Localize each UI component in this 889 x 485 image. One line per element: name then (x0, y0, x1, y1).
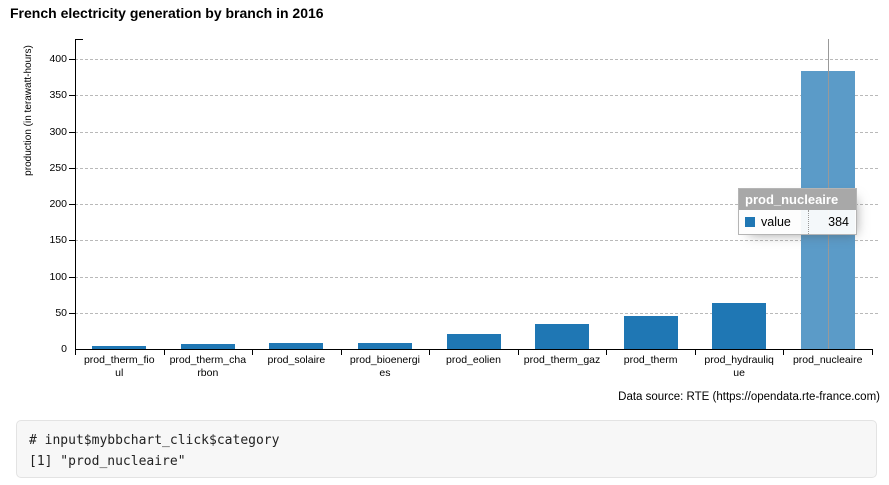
bar-chart: production (in terawatt-hours) 0 50 100 150… (23, 39, 880, 403)
x-tick-label-line: prod_therm_fio (83, 354, 155, 366)
x-axis-tick (517, 349, 519, 355)
x-tick-label: prod_bioenergi es (341, 354, 430, 379)
x-tick-label: prod_therm_gaz (518, 354, 607, 367)
y-tick-label: 50 (55, 306, 67, 319)
x-axis-tick (872, 349, 873, 355)
x-tick-label-line: rbon (197, 366, 219, 379)
y-axis-tick (69, 95, 75, 97)
bar-prod_therm_fioul[interactable] (92, 346, 147, 349)
y-axis-tick (69, 131, 75, 133)
x-axis-tick (606, 349, 608, 355)
y-gridline (75, 312, 878, 314)
y-axis-line (75, 39, 76, 349)
page-title: French electricity generation by branch … (10, 5, 324, 21)
bar-prod_eolien[interactable] (446, 333, 501, 349)
bar-prod_hydraulique[interactable] (712, 302, 767, 349)
console-line-comment: # input$mybbchart_click$category (29, 433, 280, 448)
bar-prod_solaire[interactable] (269, 343, 324, 349)
x-axis-tick (75, 349, 76, 355)
tooltip-row: value 384 (739, 210, 856, 234)
y-tick-label: 100 (49, 270, 67, 283)
x-axis-tick (163, 349, 165, 355)
data-source-caption: Data source: RTE (https://opendata.rte-f… (618, 391, 880, 403)
y-gridline (75, 131, 878, 133)
y-axis-tick (69, 204, 75, 206)
bar-prod_therm[interactable] (623, 315, 678, 349)
y-axis-tick (69, 167, 75, 169)
y-gridline (75, 95, 878, 97)
x-tick-label-line: ul (115, 366, 124, 379)
x-tick-label-line: prod_bioenergi (349, 354, 420, 366)
x-axis-tick (429, 349, 431, 355)
x-tick-label: prod_solaire (252, 354, 341, 367)
series-swatch-icon (745, 217, 755, 227)
x-axis-tick (252, 349, 254, 355)
y-axis-tick (69, 240, 75, 242)
tooltip-title: prod_nucleaire (739, 189, 856, 210)
bar-prod_therm_charbon[interactable] (180, 343, 235, 349)
x-tick-label: prod_therm (606, 354, 695, 367)
x-tick-label-line: prod_nucleaire (792, 354, 863, 366)
y-axis-tick (69, 59, 75, 61)
y-gridline (75, 240, 878, 242)
x-tick-label-line: prod_hydrauliq (704, 354, 774, 366)
y-axis-cap (75, 39, 83, 40)
x-tick-label-line: es (379, 366, 391, 379)
y-axis-tick (69, 312, 75, 314)
y-tick-label: 0 (61, 343, 67, 355)
console-output-panel: # input$mybbchart_click$category [1] "pr… (16, 420, 877, 478)
x-tick-label-line: prod_solaire (267, 354, 326, 366)
y-gridline (75, 59, 878, 61)
x-tick-label: prod_eolien (429, 354, 518, 367)
x-tick-label-line: prod_eolien (446, 354, 501, 366)
x-tick-label-line: prod_therm (623, 354, 678, 366)
x-tick-label: prod_therm_fio ul (75, 354, 164, 379)
x-tick-label-line: prod_therm_cha (169, 354, 247, 366)
x-tick-label: prod_nucleaire (783, 354, 872, 367)
bar-prod_therm_gaz[interactable] (535, 323, 590, 349)
y-tick-label: 250 (49, 161, 67, 174)
tooltip-series-label: value (761, 215, 791, 229)
y-tick-label: 200 (49, 198, 67, 211)
bar-prod_bioenergies[interactable] (357, 343, 412, 349)
chart-tooltip: prod_nucleaire value 384 (738, 188, 857, 235)
x-axis-tick (783, 349, 785, 355)
x-tick-label-line: ue (733, 366, 745, 379)
y-tick-label: 350 (49, 89, 67, 102)
y-tick-label: 150 (49, 234, 67, 247)
y-axis-tick (69, 276, 75, 278)
console-line-result: [1] "prod_nucleaire" (29, 454, 186, 469)
y-gridline (75, 204, 878, 206)
x-tick-label: prod_therm_cha rbon (164, 354, 253, 379)
x-axis-line (75, 349, 873, 350)
x-axis-tick (694, 349, 696, 355)
y-tick-label: 300 (49, 125, 67, 138)
y-tick-label: 400 (49, 53, 67, 66)
x-tick-label: prod_hydrauliq ue (695, 354, 784, 379)
y-gridline (75, 167, 878, 169)
tooltip-value: 384 (808, 210, 856, 234)
y-gridline (75, 276, 878, 278)
x-tick-label-line: prod_therm_gaz (523, 354, 601, 366)
x-axis-tick (340, 349, 342, 355)
